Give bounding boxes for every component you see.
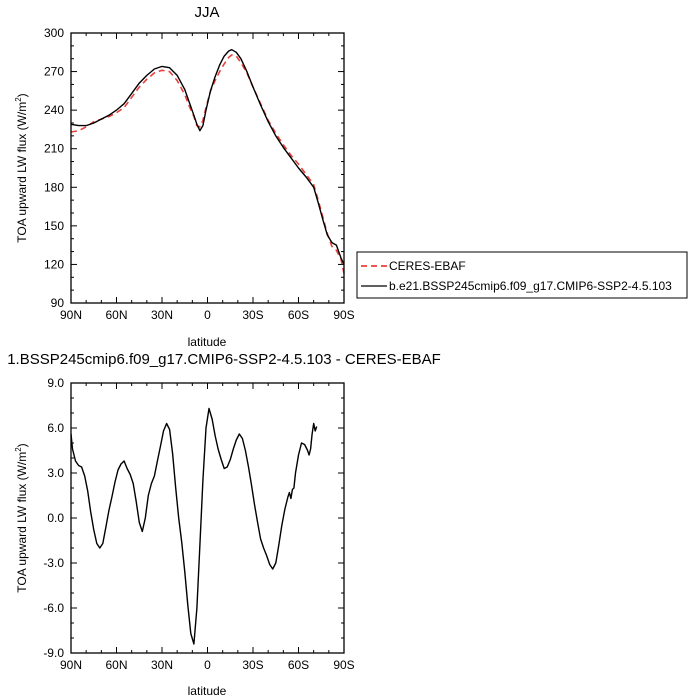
bottom-x-axis-label: latitude xyxy=(188,684,227,698)
y-tick-label: 300 xyxy=(44,26,64,40)
x-tick-label: 90S xyxy=(333,308,354,322)
x-tick-label: 0 xyxy=(204,658,211,672)
series-line-b xyxy=(70,49,345,265)
y-tick-label: 120 xyxy=(44,257,64,271)
legend-box xyxy=(356,251,688,299)
top-chart-title: JJA xyxy=(194,4,219,21)
y-tick-label: 3.0 xyxy=(47,466,64,480)
legend: CERES-EBAF b.e21.BSSP245cmip6.f09_g17.CM… xyxy=(356,251,688,299)
legend-label-ceres: CERES-EBAF xyxy=(389,259,466,273)
y-tick-label: -6.0 xyxy=(43,601,64,615)
y-tick-label: -9.0 xyxy=(43,646,64,660)
y-tick-label: -3.0 xyxy=(43,556,64,570)
top-plot-frame xyxy=(70,32,345,304)
x-tick-label: 90N xyxy=(60,658,82,672)
y-tick-label: 270 xyxy=(44,65,64,79)
series-line-ceres-ebaf xyxy=(70,54,345,274)
y-tick-label: 210 xyxy=(44,142,64,156)
top-x-axis-label: latitude xyxy=(188,335,227,349)
y-tick-label: 9.0 xyxy=(47,376,64,390)
x-tick-label: 60S xyxy=(288,308,309,322)
top-plot-area: 90N 60N 30N 0 30S 60S 90S 90 120 150 180 210 240 270 3… xyxy=(44,26,355,322)
bottom-panel: 1.BSSP245cmip6.f09_g17.CMIP6-SSP2-4.5.10… xyxy=(7,351,441,698)
x-tick-label: 60N xyxy=(105,658,127,672)
bottom-y-axis-label: TOA upward LW flux (W/m2) xyxy=(14,443,29,592)
y-tick-label: 180 xyxy=(44,180,64,194)
bottom-plot-area: 90N 60N 30N 0 30S 60S 90S -9.0 -6.0 -3.0 0.0 3.0 6.0… xyxy=(43,376,354,672)
y-tick-label: 240 xyxy=(44,103,64,117)
x-tick-label: 0 xyxy=(204,308,211,322)
top-y-axis-label: TOA upward LW flux (W/m2) xyxy=(14,93,29,242)
y-tick-label: 0.0 xyxy=(47,511,64,525)
y-tick-label: 90 xyxy=(51,296,65,310)
x-tick-label: 90S xyxy=(333,658,354,672)
y-tick-label: 6.0 xyxy=(47,421,64,435)
x-tick-label: 30S xyxy=(242,308,263,322)
series-line-difference xyxy=(70,407,318,645)
x-tick-label: 60N xyxy=(105,308,127,322)
bottom-plot-frame xyxy=(70,382,345,654)
x-tick-label: 90N xyxy=(60,308,82,322)
x-tick-label: 30N xyxy=(151,658,173,672)
bottom-chart-title: 1.BSSP245cmip6.f09_g17.CMIP6-SSP2-4.5.10… xyxy=(7,351,441,368)
x-tick-label: 30N xyxy=(151,308,173,322)
top-panel: JJA 90N 60N 30N 0 30S 60S 90S 90 120 150 180 210 240… xyxy=(14,4,355,349)
x-tick-label: 60S xyxy=(288,658,309,672)
legend-label-model: b.e21.BSSP245cmip6.f09_g17.CMIP6-SSP2-4.… xyxy=(389,279,672,293)
x-tick-label: 30S xyxy=(242,658,263,672)
y-tick-label: 150 xyxy=(44,219,64,233)
